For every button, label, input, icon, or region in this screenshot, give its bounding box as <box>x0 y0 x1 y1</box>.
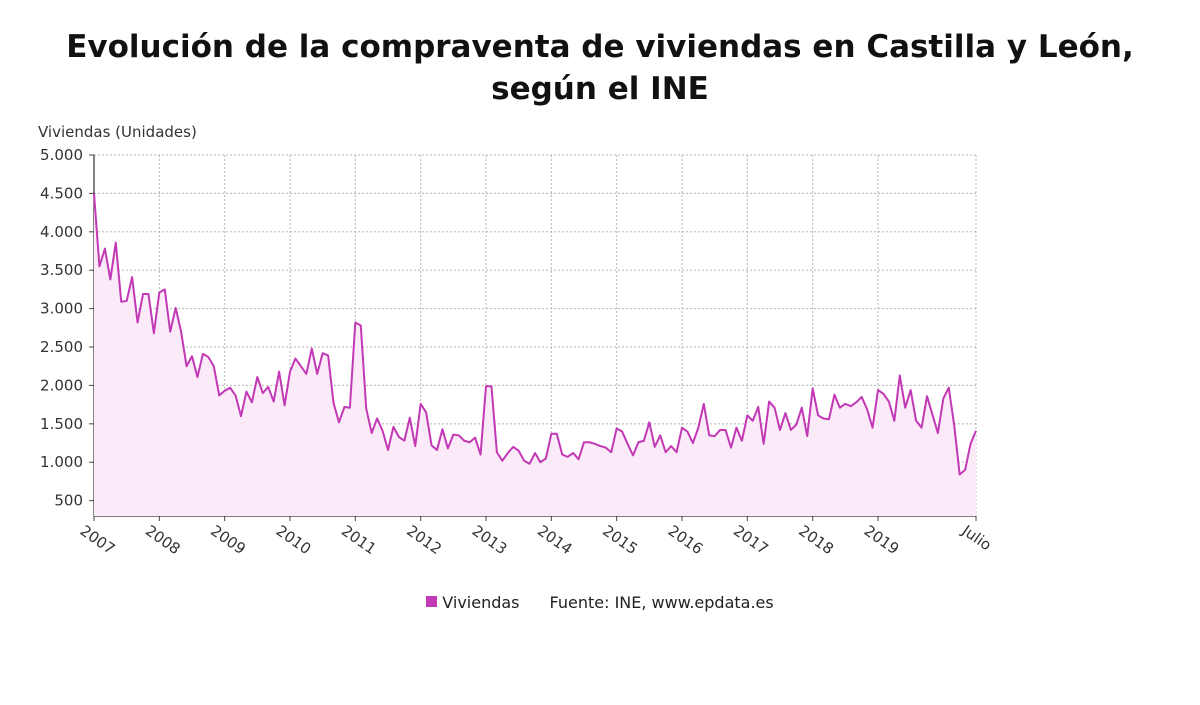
series-area <box>94 193 976 516</box>
x-tick-label: 2010 <box>273 522 315 559</box>
legend-swatch <box>426 595 438 607</box>
x-tick-label: Julio <box>958 521 995 554</box>
x-tick-label: 2009 <box>207 522 249 559</box>
chart: 5.000 4.500 4.000 3.500 3.000 2.500 2.000 1.500… <box>38 123 995 559</box>
x-tick-label: 2015 <box>599 522 641 559</box>
x-tick-label: 2011 <box>338 522 380 559</box>
x-tick-label: 2016 <box>665 522 707 559</box>
x-axis: 2007 2008 2009 2010 2011 2012 2013 2014 2015 2016… <box>77 515 995 559</box>
series-line <box>93 193 977 476</box>
y-tick-label: 500 <box>54 492 83 510</box>
source-note: Fuente: INE, www.epdata.es <box>549 593 774 612</box>
y-tick-label: 1.000 <box>40 453 83 471</box>
y-tick-label: 3.500 <box>40 261 83 279</box>
y-tick-label: 1.500 <box>40 415 83 433</box>
y-tick-label: 5.000 <box>40 146 83 164</box>
x-tick-label: 2018 <box>795 522 837 559</box>
legend-label: Viviendas <box>442 593 520 612</box>
x-tick-label: 2014 <box>534 522 576 559</box>
chart-title: Evolución de la compraventa de viviendas… <box>66 29 1134 107</box>
y-tick-label: 2.500 <box>40 338 83 356</box>
x-tick-label: 2017 <box>730 522 772 559</box>
y-tick-label: 3.000 <box>40 300 83 318</box>
y-tick-label: 4.500 <box>40 184 83 202</box>
legend: Viviendas Fuente: INE, www.epdata.es <box>0 592 1200 612</box>
x-tick-label: 2007 <box>77 522 119 559</box>
y-axis-label: Viviendas (Unidades) <box>38 123 197 141</box>
x-tick-label: 2012 <box>403 522 445 559</box>
y-tick-label: 2.000 <box>40 376 83 394</box>
y-tick-label: 4.000 <box>40 223 83 241</box>
x-tick-label: 2013 <box>469 522 511 559</box>
x-tick-label: 2019 <box>861 522 903 559</box>
x-tick-label: 2008 <box>142 522 184 559</box>
y-axis: 5.000 4.500 4.000 3.500 3.000 2.500 2.000 1.500… <box>40 146 95 516</box>
